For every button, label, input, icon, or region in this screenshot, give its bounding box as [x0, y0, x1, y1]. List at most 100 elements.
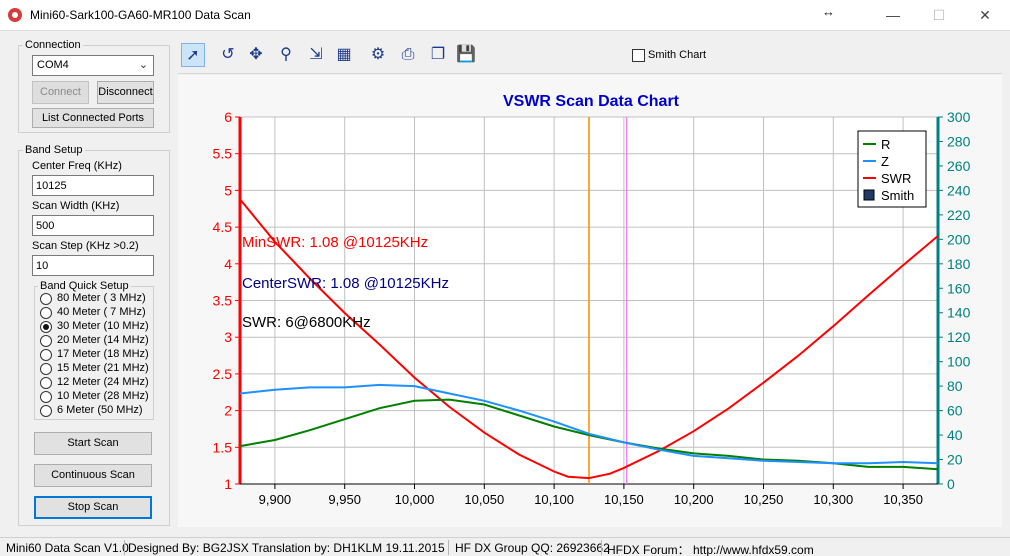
scan-width-label: Scan Width (KHz): [32, 200, 120, 212]
start-scan-button[interactable]: Start Scan: [34, 432, 152, 455]
right-axis-tick-label: 60: [947, 403, 963, 419]
radio-button[interactable]: [40, 335, 52, 347]
x-axis-tick-label: 9,900: [259, 492, 292, 507]
scan-step-input[interactable]: [32, 255, 154, 276]
print-icon[interactable]: ⎙: [401, 46, 415, 63]
right-axis-tick-label: 20: [947, 452, 963, 468]
right-axis-tick-label: 300: [947, 109, 971, 125]
band-radio-label: 80 Meter ( 3 MHz): [57, 292, 146, 304]
pointer-icon[interactable]: ➚: [181, 43, 205, 67]
chart-title: VSWR Scan Data Chart: [503, 93, 680, 110]
status-group: HF DX Group QQ: 26923662: [455, 541, 610, 555]
right-axis-tick-label: 200: [947, 231, 971, 247]
radio-button[interactable]: [40, 321, 52, 333]
band-radio-label: 10 Meter (28 MHz): [57, 390, 149, 402]
band-radio-label: 30 Meter (10 MHz): [57, 320, 149, 332]
x-axis-tick-label: 10,250: [744, 492, 784, 507]
smith-chart-checkbox[interactable]: [632, 49, 645, 62]
right-axis-tick-label: 40: [947, 427, 963, 443]
right-axis-tick-label: 0: [947, 476, 955, 492]
table-icon[interactable]: ▦: [336, 46, 352, 63]
connection-group-label: Connection: [23, 39, 83, 51]
x-axis-tick-label: 10,000: [395, 492, 435, 507]
left-axis-tick-label: 4.5: [213, 219, 233, 235]
left-axis-tick-label: 1: [224, 476, 232, 492]
chevron-down-icon: ⌄: [138, 59, 148, 71]
legend-label-r: R: [881, 137, 890, 152]
vswr-chart[interactable]: 11.522.533.544.555.560204060801001201401…: [178, 75, 1002, 527]
right-axis-tick-label: 160: [947, 280, 971, 296]
status-separator: [601, 540, 602, 555]
legend-label-z: Z: [881, 154, 889, 169]
minimize-button[interactable]: —: [886, 7, 900, 23]
right-axis-tick-label: 220: [947, 207, 971, 223]
status-forum: HFDX Forum： http://www.hfdx59.com: [607, 543, 814, 556]
stop-scan-button[interactable]: Stop Scan: [34, 496, 152, 519]
x-axis-tick-label: 10,050: [464, 492, 504, 507]
title-bar: Mini60-Sark100-GA60-MR100 Data Scan ↔ — …: [0, 0, 1010, 31]
right-axis-tick-label: 260: [947, 158, 971, 174]
legend-swatch-smith: [863, 189, 875, 201]
copy-icon[interactable]: ❐: [430, 46, 446, 63]
radio-button[interactable]: [40, 363, 52, 375]
list-ports-button[interactable]: List Connected Ports: [32, 108, 154, 128]
smith-chart-label: Smith Chart: [648, 49, 707, 61]
right-axis-tick-label: 100: [947, 354, 971, 370]
band-radio-label: 20 Meter (14 MHz): [57, 334, 149, 346]
legend-label-smith: Smith: [881, 188, 914, 203]
port-select[interactable]: COM4 ⌄: [32, 55, 154, 76]
x-axis-tick-label: 9,950: [328, 492, 361, 507]
series-swr-line: [239, 198, 939, 480]
band-radio-label: 6 Meter (50 MHz): [57, 404, 143, 416]
quick-setup-group-label: Band Quick Setup: [38, 280, 131, 292]
left-axis-tick-label: 5: [224, 182, 232, 198]
right-axis-tick-label: 180: [947, 256, 971, 272]
center-swr-annotation: CenterSWR: 1.08 @10125KHz: [242, 275, 449, 292]
app-icon: [8, 8, 22, 22]
x-axis-tick-label: 10,300: [813, 492, 853, 507]
left-axis-tick-label: 4: [224, 256, 232, 272]
pan-icon[interactable]: ✥: [249, 46, 263, 63]
center-freq-label: Center Freq (KHz): [32, 160, 122, 172]
connect-button[interactable]: Connect: [32, 81, 89, 104]
radio-button[interactable]: [40, 307, 52, 319]
status-bar: Mini60 Data Scan V1.0 Designed By: BG2JS…: [0, 537, 1010, 556]
center-freq-input[interactable]: [32, 175, 154, 196]
band-radio-label: 40 Meter ( 7 MHz): [57, 306, 146, 318]
port-select-value: COM4: [37, 59, 69, 71]
radio-button[interactable]: [40, 405, 52, 417]
status-credits: Designed By: BG2JSX Translation by: DH1K…: [128, 541, 445, 555]
continuous-scan-button[interactable]: Continuous Scan: [34, 464, 152, 487]
window-title: Mini60-Sark100-GA60-MR100 Data Scan: [30, 8, 251, 22]
radio-button[interactable]: [40, 377, 52, 389]
radio-button[interactable]: [40, 349, 52, 361]
chart-toolbar: ➚ ↺ ✥ ⚲ ⇲ ▦ ⚙ ⎙ ❐ 💾 Smith Chart: [178, 40, 1002, 74]
status-version: Mini60 Data Scan V1.0: [6, 541, 129, 555]
left-axis-tick-label: 5.5: [213, 146, 233, 162]
status-separator: [448, 540, 449, 555]
settings-icon[interactable]: ⚙: [370, 46, 386, 63]
maximize-button[interactable]: ☐: [932, 7, 946, 23]
left-axis-tick-label: 3: [224, 329, 232, 345]
band-setup-group-label: Band Setup: [23, 144, 85, 156]
radio-button[interactable]: [40, 391, 52, 403]
left-axis-tick-label: 2.5: [213, 366, 233, 382]
band-radio-label: 15 Meter (21 MHz): [57, 362, 149, 374]
right-axis-tick-label: 280: [947, 133, 971, 149]
disconnect-button[interactable]: Disconnect: [97, 81, 154, 104]
scan-step-label: Scan Step (KHz >0.2): [32, 240, 139, 252]
zoom-icon[interactable]: ⚲: [280, 46, 292, 63]
close-button[interactable]: ✕: [979, 7, 991, 23]
x-axis-tick-label: 10,350: [883, 492, 923, 507]
radio-button[interactable]: [40, 293, 52, 305]
scan-width-input[interactable]: [32, 215, 154, 236]
band-radio-label: 12 Meter (24 MHz): [57, 376, 149, 388]
left-axis-tick-label: 2: [224, 403, 232, 419]
undo-icon[interactable]: ↺: [221, 46, 235, 63]
export-icon[interactable]: ⇲: [309, 46, 323, 63]
series-z-line: [239, 383, 939, 465]
swr-at-annotation: SWR: 6@6800KHz: [242, 314, 371, 331]
connection-group: [18, 45, 170, 133]
band-setup-group: [18, 150, 170, 526]
save-icon[interactable]: 💾: [456, 46, 476, 63]
